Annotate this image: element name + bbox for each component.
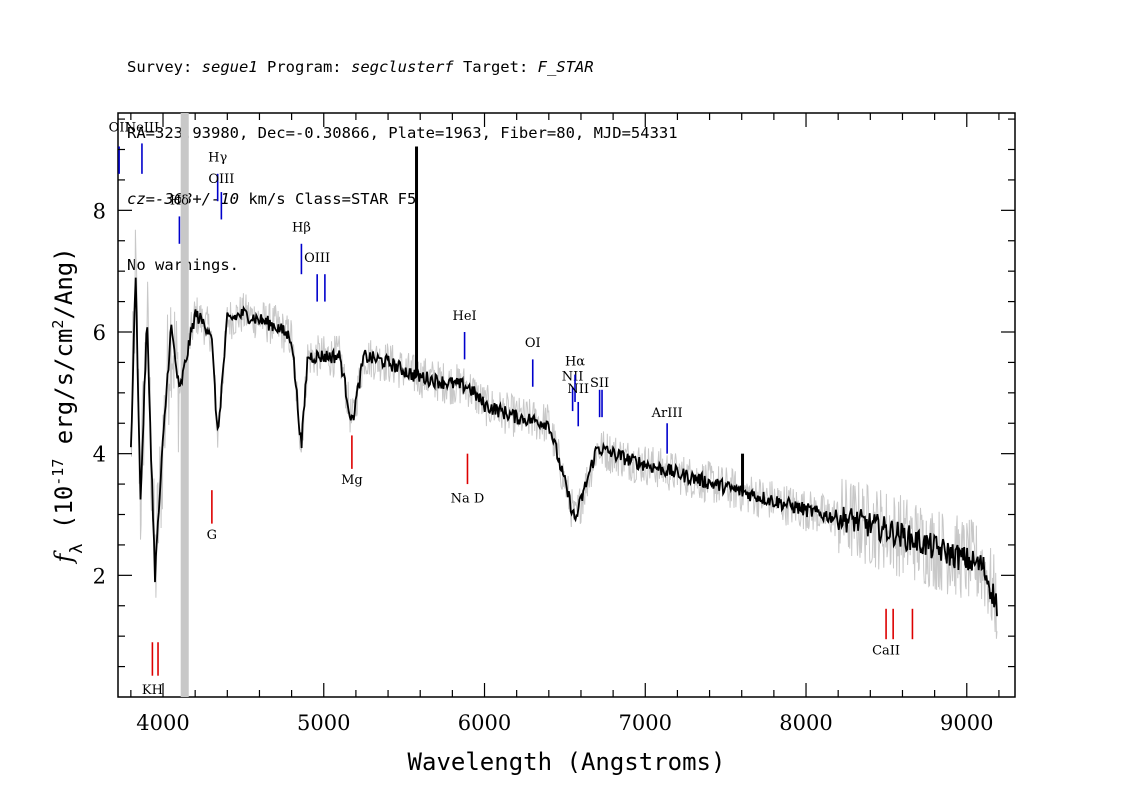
x-tick-label: 7000 [619,711,672,735]
masked-region [180,113,189,697]
flux-line [130,277,998,617]
emission-line-label: Hβ [292,221,311,236]
emission-line-label: HeI [452,309,476,324]
y-tick-label: 6 [93,321,106,345]
program-label: Program: [257,58,351,76]
absorption-line-label: G [207,528,217,543]
emission-line-label: OIII [208,172,234,187]
survey-value: segue1 [201,58,258,76]
absorption-line-label: CaII [872,643,900,658]
survey-label: Survey: [127,58,202,76]
program-value: segclusterf [350,58,454,76]
x-tick-label: 5000 [297,711,350,735]
emission-line-label: NII [562,370,584,385]
error-trace [130,229,998,639]
absorption-line-label: Mg [341,473,363,488]
x-tick-label: 4000 [136,711,189,735]
emission-line-label: NeIII [125,120,159,135]
emission-line-label: Hα [565,354,585,369]
header-line-survey: Survey: segue1 Program: segclusterf Targ… [127,56,678,78]
target-value: F_STAR [537,58,594,76]
absorption-line-label: KH [142,683,163,698]
y-tick-label: 2 [93,564,106,588]
flux-series [130,146,998,617]
y-tick-label: 8 [93,199,106,223]
plot-border [117,112,1016,698]
y-axis-title: fλ (10-17 erg/s/cm2/Ang) [49,247,87,564]
emission-line-label: OI [525,336,541,351]
y-tick-label: 4 [93,443,106,467]
emission-line-label: ArIII [651,406,683,421]
x-tick-label: 6000 [458,711,511,735]
x-tick-label: 8000 [779,711,832,735]
plot-frame [117,112,1016,698]
axes: 4000 5000 6000 7000 8000 9000 2 4 6 8 [93,113,1015,735]
x-axis-title: Wavelength (Angstroms) [408,748,726,776]
target-label: Target: [453,58,538,76]
absorption-line-label: Na D [451,491,485,506]
header-line-redshift: cz=-368+/-10 km/s Class=STAR F5 [127,188,678,210]
x-tick-label: 9000 [940,711,993,735]
emission-line-label: OIII [304,251,330,266]
emission-line-label: NII [567,382,589,397]
class-value: km/s Class=STAR F5 [238,190,417,208]
masked-regions [180,113,189,697]
emission-line-label: Hγ [208,151,227,166]
error-band [130,229,998,639]
emission-line-label: OII [109,120,130,135]
emission-line-label: SII [590,376,609,391]
emission-line-label: Hδ [170,193,189,208]
